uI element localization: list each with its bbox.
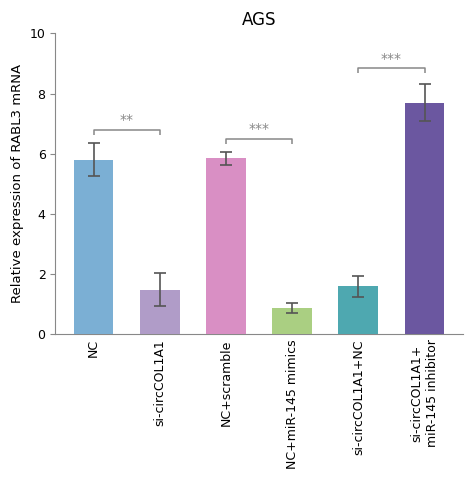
Bar <box>405 103 444 335</box>
Text: ***: *** <box>248 122 270 136</box>
Bar <box>272 308 312 335</box>
Bar <box>140 290 180 335</box>
Title: AGS: AGS <box>242 11 276 29</box>
Bar <box>338 286 378 335</box>
Text: **: ** <box>120 113 134 127</box>
Text: ***: *** <box>381 52 402 66</box>
Bar <box>206 158 246 335</box>
Y-axis label: Relative expression of RABL3 mRNA: Relative expression of RABL3 mRNA <box>11 64 24 303</box>
Bar <box>74 160 113 335</box>
